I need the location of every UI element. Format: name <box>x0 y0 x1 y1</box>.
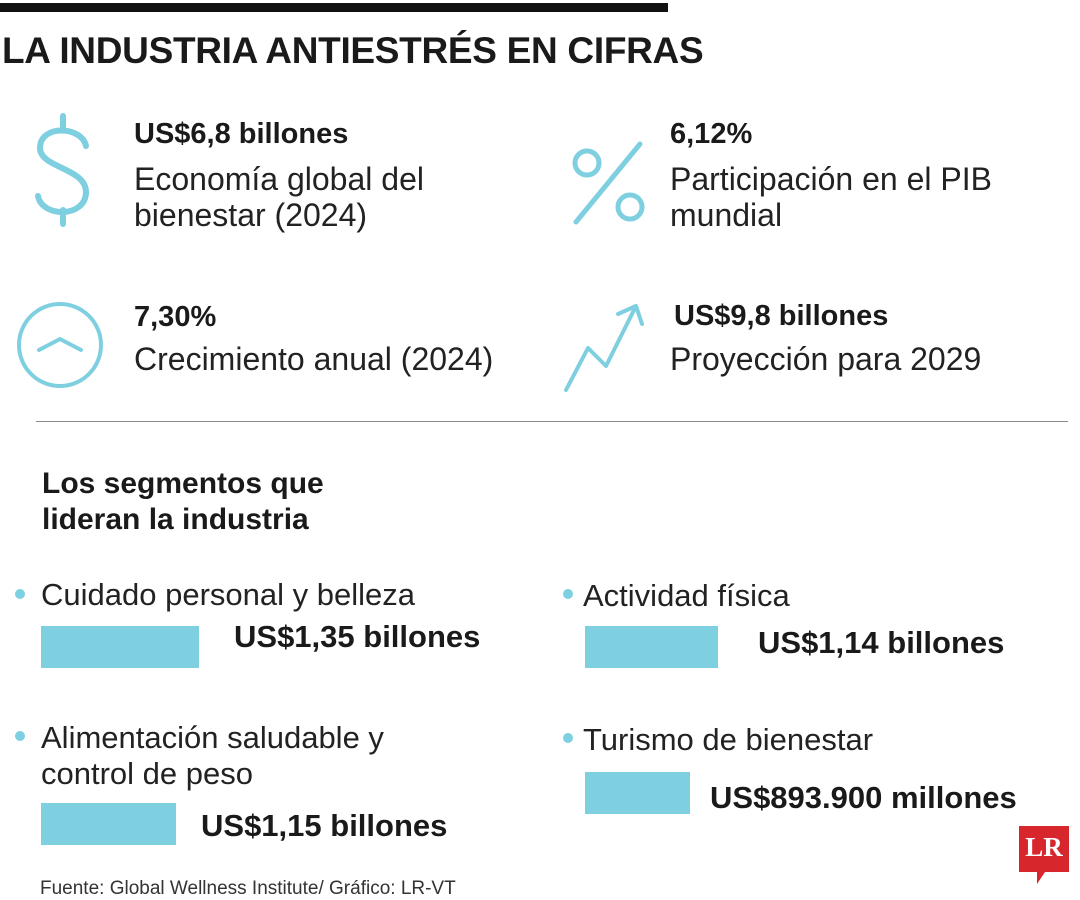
bullet-icon <box>563 733 573 743</box>
segment-bar <box>585 626 718 668</box>
top-rule <box>0 3 668 12</box>
stat-value-projection: US$9,8 billones <box>674 300 889 332</box>
divider <box>36 421 1068 422</box>
segment-label: Actividad física <box>583 578 790 613</box>
dollar-icon <box>30 112 96 230</box>
segment-value-label: US$1,14 billones <box>758 625 1005 660</box>
stat-value-global-economy: US$6,8 billones <box>134 118 349 150</box>
segment-label: Alimentación saludable y control de peso <box>41 720 384 791</box>
stat-label-annual-growth: Crecimiento anual (2024) <box>134 341 494 377</box>
stat-label-global-economy: Economía global del bienestar (2024) <box>134 161 424 233</box>
segment-value-label: US$1,15 billones <box>201 808 448 843</box>
logo-text: LR <box>1025 832 1063 862</box>
segment-label: Cuidado personal y belleza <box>41 577 415 612</box>
bullet-icon <box>563 589 573 599</box>
source-note: Fuente: Global Wellness Institute/ Gráfi… <box>40 878 456 899</box>
bullet-icon <box>15 589 25 599</box>
segment-bar <box>585 772 690 814</box>
percent-icon <box>570 140 648 226</box>
stat-label-gdp-share: Participación en el PIB mundial <box>670 161 992 233</box>
section-title: Los segmentos que lideran la industria <box>42 467 324 536</box>
segment-bar <box>41 626 199 668</box>
bullet-icon <box>15 731 25 741</box>
growth-circle-icon <box>15 300 105 390</box>
page-title: LA INDUSTRIA ANTIESTRÉS EN CIFRAS <box>2 30 704 71</box>
segment-value-label: US$1,35 billones <box>234 619 481 654</box>
trend-arrow-icon <box>562 300 646 396</box>
segment-value-label: US$893.900 millones <box>710 780 1017 815</box>
stat-value-gdp-share: 6,12% <box>670 118 753 150</box>
segment-label: Turismo de bienestar <box>583 722 874 757</box>
lr-logo: LR <box>1019 826 1069 884</box>
stat-value-annual-growth: 7,30% <box>134 301 217 333</box>
segment-bar <box>41 803 176 845</box>
stat-label-projection: Proyección para 2029 <box>670 341 982 377</box>
